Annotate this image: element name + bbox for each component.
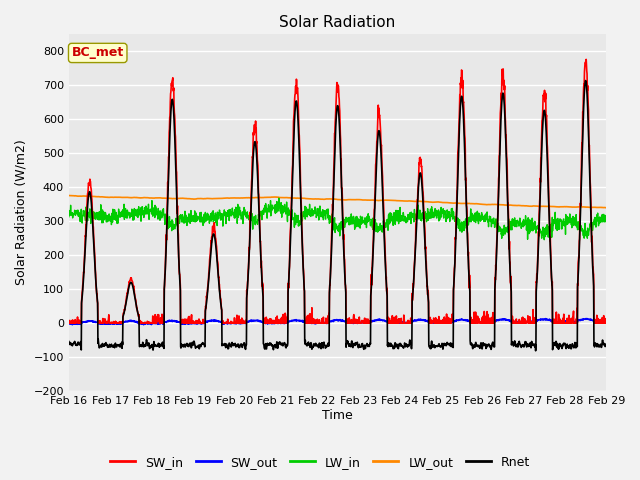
Line: LW_out: LW_out <box>69 195 640 208</box>
LW_out <box>603 205 611 211</box>
SW_out <box>573 318 581 324</box>
Title: Solar Radiation: Solar Radiation <box>280 15 396 30</box>
Rnet <box>499 91 507 96</box>
LW_in <box>591 216 598 222</box>
SW_in <box>500 82 508 88</box>
Legend: SW_in, SW_out, LW_in, LW_out, Rnet: SW_in, SW_out, LW_in, LW_out, Rnet <box>105 451 535 474</box>
SW_in <box>330 190 337 195</box>
LW_out <box>590 204 598 210</box>
LW_in <box>275 195 283 201</box>
Rnet <box>65 339 73 345</box>
SW_in <box>582 57 590 62</box>
SW_out <box>65 321 73 326</box>
LW_out <box>573 204 581 210</box>
SW_out <box>500 317 508 323</box>
LW_in <box>390 215 398 220</box>
Text: BC_met: BC_met <box>72 47 124 60</box>
LW_in <box>500 232 508 238</box>
LW_in <box>540 237 548 242</box>
Line: Rnet: Rnet <box>69 81 640 351</box>
X-axis label: Time: Time <box>322 409 353 422</box>
Rnet <box>591 344 598 350</box>
SW_out <box>390 319 398 325</box>
SW_in <box>65 320 73 326</box>
Line: LW_in: LW_in <box>69 198 640 240</box>
SW_out <box>621 315 629 321</box>
Rnet <box>329 208 337 214</box>
LW_in <box>65 214 73 219</box>
Line: SW_out: SW_out <box>69 318 640 324</box>
SW_in <box>573 281 581 287</box>
Y-axis label: Solar Radiation (W/m2): Solar Radiation (W/m2) <box>15 140 28 286</box>
LW_in <box>330 216 337 222</box>
LW_out <box>390 198 398 204</box>
LW_out <box>329 196 337 202</box>
SW_in <box>591 316 598 322</box>
Line: SW_in: SW_in <box>69 60 640 323</box>
LW_out <box>499 202 507 208</box>
SW_out <box>330 319 337 324</box>
Rnet <box>532 348 540 354</box>
SW_out <box>68 322 76 327</box>
SW_in <box>65 319 73 325</box>
LW_out <box>65 192 73 198</box>
Rnet <box>390 344 398 350</box>
SW_in <box>390 314 398 320</box>
Rnet <box>573 284 581 290</box>
SW_out <box>590 319 598 324</box>
Rnet <box>582 78 589 84</box>
LW_in <box>574 220 582 226</box>
